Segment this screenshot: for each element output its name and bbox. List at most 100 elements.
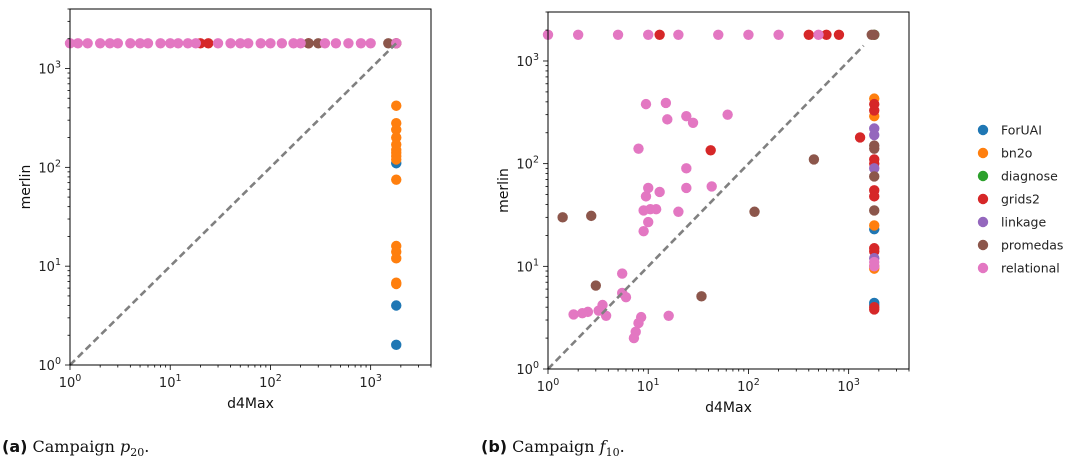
point-relational-26 [638,225,649,237]
x-tick-label-0: 100 [537,377,560,395]
axes-frame [547,11,910,370]
point-relational-5 [713,29,724,40]
x-axis-label: d4Max [705,400,752,416]
point-grids2-1 [203,38,214,49]
point-promedas-5 [749,206,760,217]
y-tick-label-3: 103 [38,60,61,78]
caption-a-end: . [144,437,150,456]
point-relational-7 [134,38,146,49]
point-grids2-4 [705,145,716,156]
point-promedas-10 [869,171,880,182]
legend-marker-promedas [977,239,989,251]
point-relational-25 [673,206,684,217]
point-relational-41 [663,310,674,321]
point-relational-17 [243,38,254,49]
point-bn2o-0 [391,100,402,111]
y-axis-label: merlin [496,168,512,213]
legend-label-promedas: promedas [1001,238,1063,253]
point-relational-12 [681,110,692,122]
point-promedas-11 [869,205,880,216]
point-promedas-4 [808,154,820,165]
point-relational-10 [660,97,672,109]
point-grids2-3 [833,29,845,40]
caption-b-sub: 10 [605,446,620,460]
point-relational-3 [643,29,654,40]
point-relational-19 [265,38,276,49]
point-relational-9 [155,38,166,49]
point-relational-18 [681,182,692,194]
x-tick-label-1: 101 [159,373,182,391]
point-relational-11 [172,38,184,49]
point-bn2o-12 [391,253,402,264]
point-relational-6 [125,38,136,49]
point-relational-33 [577,307,588,319]
point-bn2o-2 [391,124,402,135]
caption-b-text: Campaign [512,437,600,456]
point-promedas-0 [557,212,568,223]
point-grids2-2 [821,29,832,40]
diagonal-line [547,44,865,370]
point-relational-27 [706,181,717,192]
x-tick-label-3: 103 [837,377,860,395]
point-grids2-1 [803,29,814,40]
x-tick-label-3: 103 [359,373,382,391]
point-relational-27 [365,38,376,49]
y-tick-label-0: 100 [38,356,61,374]
caption-a-label: (a) [2,437,28,456]
chart-1: 100 101 102 103 100 101 102 103 d4Max merlin ForUA… [496,11,1063,416]
x-tick-label-2: 102 [259,373,282,391]
point-relational-20 [276,38,288,49]
point-ForUAI-0 [391,300,402,311]
y-tick-label-3: 103 [516,52,539,70]
y-tick-label-1: 101 [38,257,61,275]
point-promedas-3 [696,291,707,302]
point-relational-8 [813,29,824,40]
caption-b-var: f [599,437,606,456]
point-grids2-5 [854,132,866,143]
caption-a-sub: 20 [130,446,145,460]
point-relational-11 [662,114,673,125]
point-grids2-15 [869,304,880,315]
legend-label-ForUAI: ForUAI [1001,123,1042,138]
caption-b-label: (b) [481,437,508,456]
legend-marker-diagnose [977,170,989,182]
point-relational-38 [633,317,644,329]
point-relational-7 [773,29,784,40]
point-relational-23 [650,204,662,215]
point-relational-17 [643,182,654,194]
point-relational-24 [330,38,342,49]
point-promedas-1 [586,210,597,222]
point-relational-2 [82,38,93,49]
legend-marker-grids2 [977,193,989,205]
legend-marker-bn2o [977,147,989,159]
legend-marker-ForUAI [977,124,989,136]
x-tick-label-2: 102 [737,377,760,395]
point-ForUAI-1 [391,339,402,351]
point-bn2o-2 [869,220,880,231]
point-linkage-1 [869,129,880,141]
caption-b: (b) Campaign f10. [481,437,625,459]
point-relational-14 [212,38,224,49]
point-promedas-9 [869,143,880,154]
y-axis-label: merlin [18,165,34,210]
point-grids2-11 [869,191,880,202]
point-relational-15 [225,38,236,49]
point-relational-25 [343,38,354,49]
point-relational-22 [295,38,306,49]
point-relational-36 [620,292,632,303]
caption-b-end: . [619,437,625,456]
point-relational-28 [616,268,628,279]
legend-label-bn2o: bn2o [1001,146,1032,161]
point-relational-26 [355,38,367,49]
point-bn2o-8 [391,154,402,165]
point-relational-18 [255,38,266,49]
point-relational-5 [112,38,124,49]
y-tick-label-0: 100 [516,360,539,378]
diagonal-line [69,40,400,366]
legend-label-grids2: grids2 [1001,192,1040,207]
point-bn2o-9 [391,174,402,185]
caption-a-text: Campaign [32,437,120,456]
point-relational-13 [687,117,699,129]
legend-marker-linkage [977,216,989,228]
legend-marker-relational [977,262,989,274]
